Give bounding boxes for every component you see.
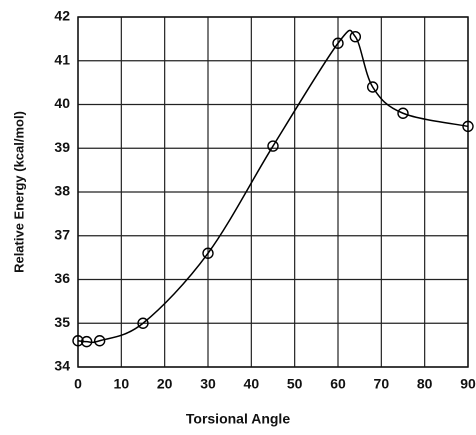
x-tick-label: 50 bbox=[287, 376, 303, 392]
x-tick-label: 40 bbox=[244, 376, 260, 392]
data-point bbox=[202, 247, 214, 259]
y-axis-label: Relative Energy (kcal/mol) bbox=[11, 111, 26, 273]
data-point bbox=[93, 335, 106, 347]
data-line bbox=[77, 29, 469, 344]
x-tick-label: 80 bbox=[417, 376, 433, 392]
data-point bbox=[332, 37, 344, 49]
x-axis-label: Torsional Angle bbox=[186, 411, 290, 427]
y-tick-label: 36 bbox=[54, 270, 70, 286]
x-tick-label: 30 bbox=[200, 376, 216, 392]
y-tick-label: 34 bbox=[54, 358, 70, 374]
plot-frame bbox=[77, 16, 469, 368]
data-point bbox=[349, 30, 362, 43]
data-point bbox=[72, 335, 84, 347]
x-tick-label: 10 bbox=[114, 376, 130, 392]
data-point bbox=[137, 317, 149, 329]
y-tick-label: 38 bbox=[54, 183, 70, 199]
x-tick-label: 20 bbox=[157, 376, 173, 392]
y-tick-label: 42 bbox=[54, 8, 70, 24]
data-point bbox=[80, 335, 93, 348]
x-tick-label: 70 bbox=[374, 376, 390, 392]
x-tick-label: 60 bbox=[330, 376, 346, 392]
y-tick-label: 41 bbox=[54, 51, 70, 67]
x-tick-label: 90 bbox=[460, 376, 476, 392]
data-point bbox=[397, 107, 409, 119]
y-tick-label: 37 bbox=[54, 226, 70, 242]
y-tick-label: 40 bbox=[54, 95, 70, 111]
x-tick-label: 0 bbox=[74, 376, 82, 392]
y-tick-label: 39 bbox=[54, 139, 70, 155]
data-point bbox=[366, 81, 379, 93]
y-tick-label: 35 bbox=[54, 314, 70, 330]
data-point bbox=[462, 120, 474, 133]
data-point bbox=[267, 140, 279, 152]
